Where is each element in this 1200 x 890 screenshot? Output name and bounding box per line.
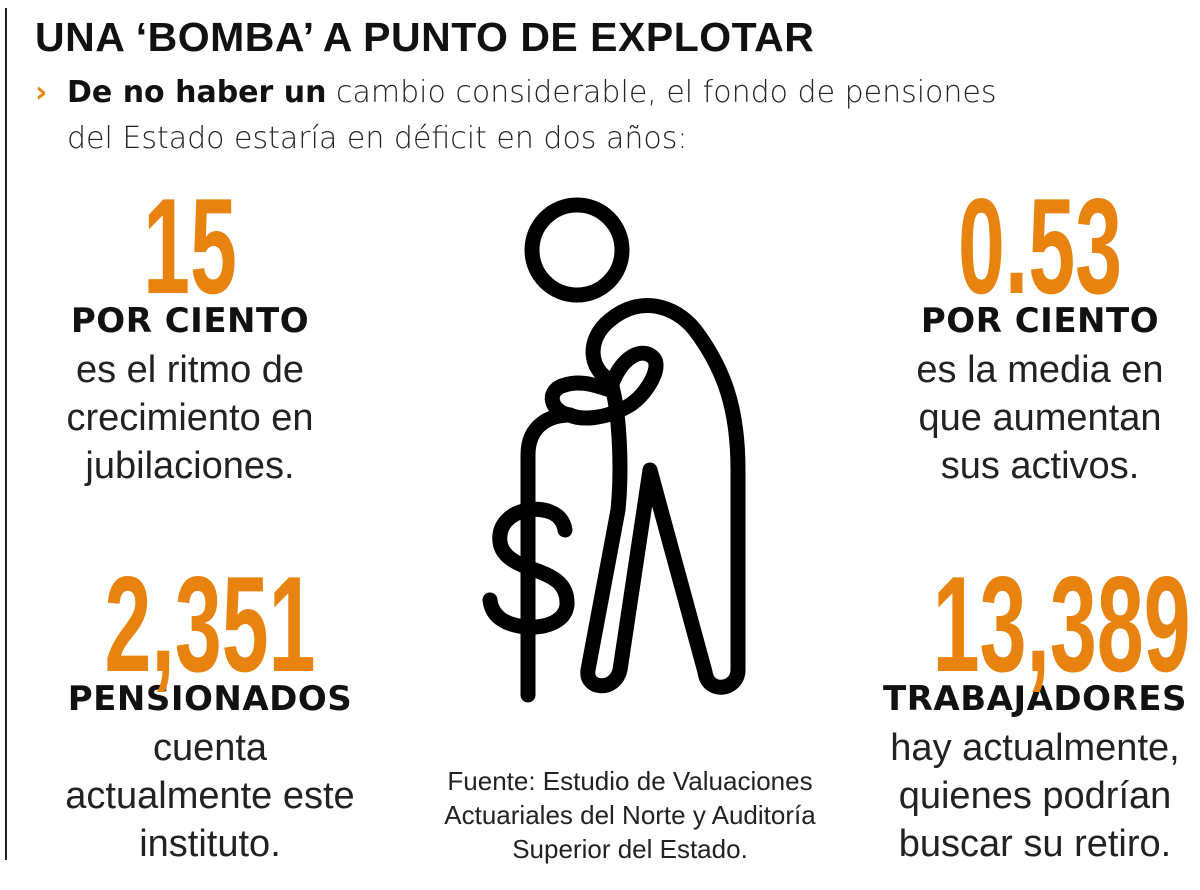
stat-value: 2,351 [104, 548, 316, 700]
stat-value: 15 [143, 170, 237, 322]
left-border-rule [5, 8, 7, 860]
stat-trabajadores: 13,389 TRABAJADORES hay actualmente, qui… [870, 556, 1200, 868]
subtitle-bold: De no haber un [67, 75, 327, 110]
infographic-title: UNA ‘BOMBA’ A PUNTO DE EXPLOTAR [35, 14, 815, 60]
stat-label: PENSIONADOS [67, 679, 353, 719]
stat-label: POR CIENTO [70, 301, 310, 341]
stat-label: TRABAJADORES [883, 679, 1187, 719]
desc-line: crecimiento en [66, 397, 314, 439]
infographic-subtitle: › De no haber un cambio considerable, el … [35, 70, 1035, 162]
subtitle-line1: cambio considerable, el fondo de pension… [326, 75, 997, 110]
source-line: Fuente: Estudio de Valuaciones [447, 766, 813, 796]
desc-line: quienes podrían [898, 775, 1172, 817]
stat-description: cuenta actualmente este instituto. [30, 724, 390, 868]
stat-value: 13,389 [932, 548, 1191, 700]
stat-label: POR CIENTO [920, 301, 1160, 341]
desc-line: jubilaciones. [85, 445, 295, 487]
stat-description: es la media en que aumentan sus activos. [880, 346, 1200, 490]
desc-line: cuenta [152, 727, 268, 769]
stat-description: hay actualmente, quienes podrían buscar … [870, 724, 1200, 868]
source-line: Actuariales del Norte y Auditoría [444, 800, 816, 830]
stat-pensionados: 2,351 PENSIONADOS cuenta actualmente est… [30, 556, 390, 868]
source-line: Superior del Estado. [512, 834, 748, 864]
source-note: Fuente: Estudio de Valuaciones Actuarial… [410, 764, 850, 866]
elderly-person-with-cane-dollar-icon [470, 180, 770, 720]
desc-line: instituto. [139, 823, 281, 865]
desc-line: buscar su retiro. [898, 823, 1172, 865]
stat-assets-growth: 0.53 POR CIENTO es la media en que aumen… [880, 178, 1200, 490]
desc-line: es el ritmo de [75, 349, 305, 391]
subtitle-line2: del Estado estaría en déficit en dos año… [67, 121, 688, 156]
stat-description: es el ritmo de crecimiento en jubilacion… [40, 346, 340, 490]
desc-line: es la media en [916, 349, 1164, 391]
desc-line: que aumentan [918, 397, 1162, 439]
stat-value: 0.53 [957, 170, 1123, 322]
desc-line: sus activos. [940, 445, 1140, 487]
desc-line: hay actualmente, [890, 727, 1180, 769]
desc-line: actualmente este [65, 775, 355, 817]
stat-jubilaciones-growth: 15 POR CIENTO es el ritmo de crecimiento… [40, 178, 340, 490]
chevron-right-icon: › [35, 75, 48, 110]
